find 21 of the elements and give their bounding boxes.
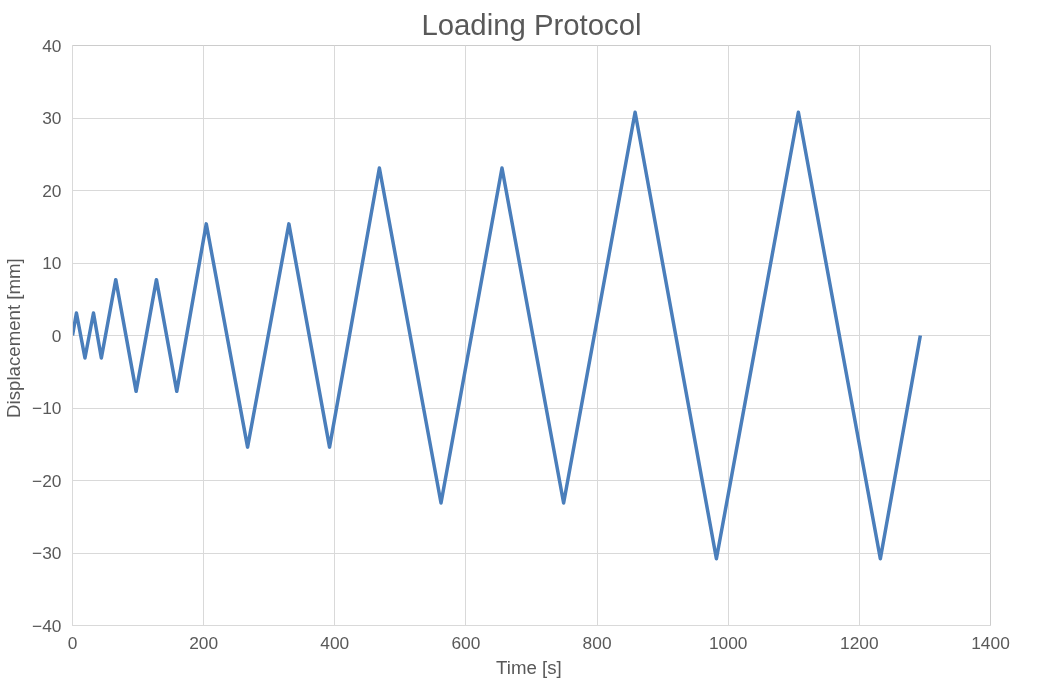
- x-axis-title: Time [s]: [496, 656, 562, 678]
- x-tick-label: 0: [67, 632, 78, 653]
- x-tick-label: 600: [451, 632, 481, 653]
- y-tick-label: 40: [42, 35, 62, 56]
- line-series: [72, 110, 923, 561]
- x-tick-label: 400: [320, 632, 350, 653]
- y-tick-label: 20: [42, 180, 62, 201]
- y-tick-label: 0: [51, 325, 62, 346]
- y-tick-label: 30: [42, 108, 62, 128]
- x-tick-label: 1000: [708, 632, 748, 653]
- x-tick-label: 800: [582, 632, 612, 653]
- y-tick-label: −10: [32, 398, 62, 418]
- y-tick-label: −30: [32, 543, 62, 563]
- y-tick-label: −20: [32, 470, 62, 491]
- y-tick-label: −40: [32, 615, 62, 636]
- chart-title: Loading Protocol: [421, 7, 642, 41]
- x-tick-label: 200: [189, 632, 219, 653]
- y-tick-label: 10: [42, 253, 62, 273]
- x-tick-label: 1200: [840, 632, 879, 653]
- y-axis-title: Displacement [mm]: [3, 258, 25, 418]
- x-tick-label: 1400: [971, 632, 1010, 653]
